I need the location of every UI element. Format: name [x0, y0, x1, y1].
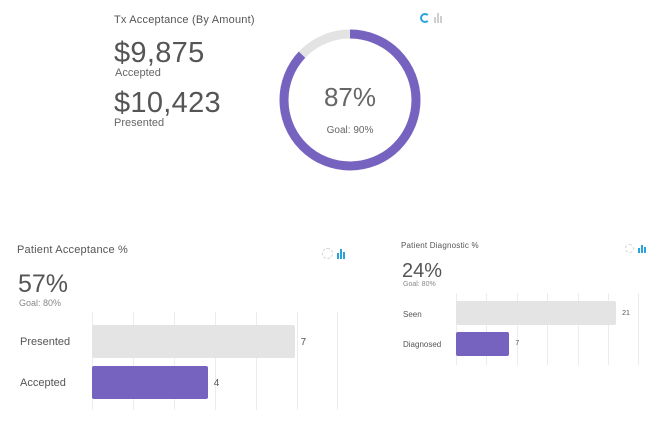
acceptance-donut: 87% Goal: 90% — [278, 28, 422, 172]
diagnostic-percent: 24% — [402, 260, 443, 282]
gridline — [92, 312, 93, 410]
bar-label-accepted: Accepted — [20, 377, 66, 389]
bar-label-seen: Seen — [403, 310, 422, 319]
bar-value-diagnosed: 7 — [515, 340, 520, 347]
bar-chart-icon[interactable] — [337, 249, 345, 259]
gridline — [174, 312, 175, 410]
gridline — [456, 293, 457, 365]
bar-chart-icon[interactable] — [638, 245, 646, 253]
chart-type-toggle — [625, 244, 646, 253]
gridline — [547, 293, 548, 365]
ring-chart-icon[interactable] — [420, 13, 430, 23]
acceptance-chart-grid — [92, 312, 338, 410]
presented-label: Presented — [114, 117, 165, 129]
bar-accepted — [92, 366, 208, 399]
bar-value-seen: 21 — [622, 310, 630, 317]
chart-type-toggle — [420, 13, 442, 23]
gridline — [297, 312, 298, 410]
acceptance-percent: 57% — [18, 270, 69, 298]
donut-percent: 87% — [323, 82, 377, 112]
diagnostic-goal: Goal: 80% — [403, 281, 436, 288]
gridline — [486, 293, 487, 365]
bar-value-accepted: 4 — [213, 378, 220, 389]
bar-label-presented: Presented — [20, 336, 71, 348]
accepted-label: Accepted — [115, 67, 161, 79]
chart-type-toggle — [322, 248, 345, 259]
bar-diagnosed — [456, 332, 510, 356]
bar-seen — [456, 301, 617, 325]
donut-progress-arc — [279, 29, 421, 171]
gridline — [517, 293, 518, 365]
gridline — [215, 312, 216, 410]
panel-title: Patient Diagnostic % — [401, 241, 479, 250]
ring-chart-icon[interactable] — [322, 248, 333, 259]
gridline — [638, 293, 639, 365]
donut-goal: Goal: 90% — [326, 125, 374, 136]
diagnostic-chart-grid — [456, 293, 639, 365]
ring-chart-icon[interactable] — [625, 244, 634, 253]
accepted-amount: $9,875 — [114, 37, 205, 69]
presented-amount: $10,423 — [114, 87, 221, 119]
bar-value-presented: 7 — [300, 337, 307, 348]
donut-svg — [279, 29, 421, 171]
bar-presented — [92, 325, 295, 358]
gridline — [256, 312, 257, 410]
gridline — [608, 293, 609, 365]
gridline — [578, 293, 579, 365]
bar-label-diagnosed: Diagnosed — [403, 340, 442, 349]
panel-title: Tx Acceptance (By Amount) — [114, 14, 255, 26]
gridline — [133, 312, 134, 410]
bar-chart-icon[interactable] — [434, 13, 442, 23]
acceptance-goal: Goal: 80% — [19, 298, 62, 308]
gridline — [337, 312, 338, 410]
panel-title: Patient Acceptance % — [17, 244, 129, 256]
